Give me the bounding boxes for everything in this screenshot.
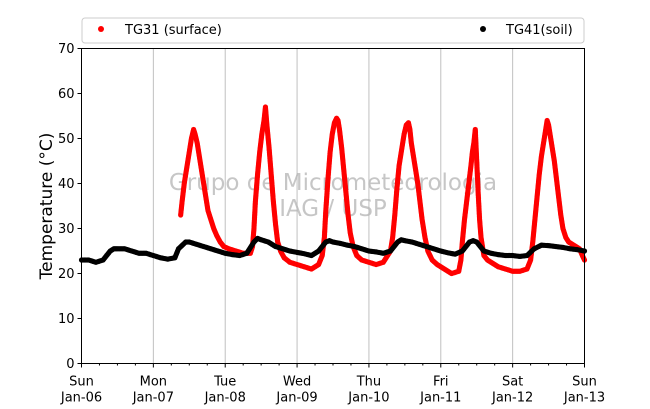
axis-ticks: SunJan-06MonJan-07TueJan-08WedJan-09ThuJ… (58, 42, 605, 406)
x-tick-label-day: Sat (502, 375, 523, 390)
watermark-line-2: IAG / USP (279, 196, 387, 222)
y-tick-label: 60 (58, 87, 75, 102)
watermark: Grupo de Micrometeorologia IAG / USP (169, 170, 497, 222)
y-tick-label: 40 (58, 177, 75, 192)
y-tick-label: 50 (58, 132, 75, 147)
watermark-line-1: Grupo de Micrometeorologia (169, 170, 497, 196)
y-tick-label: 70 (58, 42, 75, 57)
x-tick-label-date: Jan-08 (204, 391, 246, 406)
x-tick-label-day: Sun (69, 375, 94, 390)
data-points (78, 104, 588, 277)
y-tick-label: 20 (58, 267, 75, 282)
y-tick-label: 30 (58, 222, 75, 237)
x-tick-label-day: Tue (213, 375, 236, 390)
x-tick-label-date: Jan-12 (491, 391, 533, 406)
legend: TG31 (surface) TG41(soil) (81, 17, 585, 44)
series-surface (178, 104, 588, 277)
x-tick-label-date: Jan-07 (132, 391, 174, 406)
x-tick-label-day: Mon (140, 375, 167, 390)
legend-marker-soil (480, 26, 486, 32)
x-tick-label-date: Jan-10 (347, 391, 389, 406)
series-soil (78, 235, 588, 265)
x-tick-label-date: Jan-09 (275, 391, 317, 406)
grid-lines (152, 48, 514, 364)
legend-label-surface: TG31 (surface) (124, 23, 222, 38)
y-tick-label: 0 (66, 357, 74, 372)
legend-label-soil: TG41(soil) (505, 23, 573, 38)
x-tick-label-day: Fri (433, 375, 449, 390)
legend-frame (81, 17, 585, 44)
x-tick-label-date: Jan-13 (563, 391, 605, 406)
y-axis-label: Temperature (°C) (37, 133, 57, 281)
x-tick-label-day: Thu (356, 375, 381, 390)
y-tick-label: 10 (58, 312, 75, 327)
x-tick-label-date: Jan-11 (419, 391, 461, 406)
x-tick-label-day: Sun (572, 375, 597, 390)
legend-marker-surface (98, 26, 104, 32)
x-tick-label-date: Jan-06 (60, 391, 102, 406)
x-tick-label-day: Wed (283, 375, 311, 390)
